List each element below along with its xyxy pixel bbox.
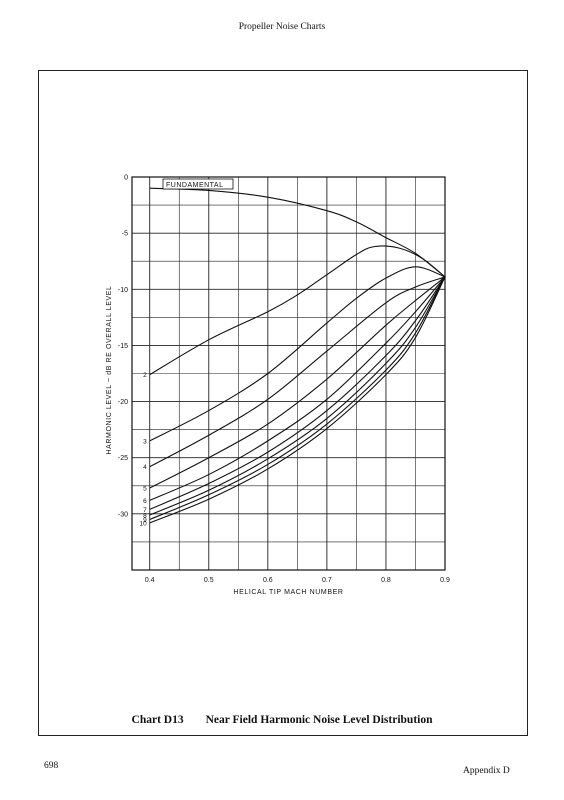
series-line-10 xyxy=(149,276,446,524)
series-label: FUNDAMENTAL xyxy=(166,182,223,189)
fundamental-label-box xyxy=(162,178,234,190)
series-label: 10 xyxy=(139,520,147,527)
series-line-2 xyxy=(149,245,446,376)
figure-caption: Chart D13 Near Field Harmonic Noise Level… xyxy=(0,714,564,726)
x-tick-label: 0.9 xyxy=(440,577,450,584)
x-tick-label: 0.8 xyxy=(381,577,391,584)
x-tick-labels: 0.4 0.5 0.6 0.7 0.8 0.9 xyxy=(145,577,450,584)
y-tick-label: -10 xyxy=(118,287,128,294)
y-tick-label: -15 xyxy=(118,343,128,350)
x-axis-label: HELICAL TIP MACH NUMBER xyxy=(233,589,343,596)
y-tick-label: -20 xyxy=(118,399,128,406)
series-label: 5 xyxy=(143,486,147,493)
series-label: 3 xyxy=(143,438,147,445)
series-label: 6 xyxy=(143,498,147,505)
series-lines xyxy=(149,187,446,524)
caption-title: Near Field Harmonic Noise Level Distribu… xyxy=(205,714,433,726)
series-label: 7 xyxy=(143,507,147,514)
caption-label: Chart D13 xyxy=(131,714,184,726)
series-line-7 xyxy=(149,276,446,510)
appendix-label: Appendix D xyxy=(463,766,510,776)
y-tick-labels: 0 -5 -10 -15 -20 -25 -30 xyxy=(118,175,128,519)
series-label: 9 xyxy=(143,517,147,524)
chart-frame xyxy=(38,70,528,736)
y-tick-label: -5 xyxy=(122,231,128,238)
y-tick-label: -25 xyxy=(118,455,128,462)
series-label: 2 xyxy=(143,372,147,379)
x-tick-label: 0.6 xyxy=(263,577,273,584)
series-line-4 xyxy=(149,276,446,468)
y-tick-label: -30 xyxy=(118,511,128,518)
series-line-9 xyxy=(149,276,446,520)
page-number: 698 xyxy=(44,761,59,771)
x-tick-label: 0.7 xyxy=(322,577,332,584)
x-tick-label: 0.4 xyxy=(145,577,155,584)
y-axis-label: HARMONIC LEVEL ~ dB RE OVERALL LEVEL xyxy=(106,285,113,454)
series-label: 8 xyxy=(143,512,147,519)
y-tick-label: 0 xyxy=(124,175,128,182)
series-line-8 xyxy=(149,276,446,516)
series-line-6 xyxy=(149,276,446,501)
x-tick-label: 0.5 xyxy=(204,577,214,584)
series-line-5 xyxy=(149,276,446,489)
plot-border xyxy=(131,176,446,571)
series-line-3 xyxy=(149,266,446,442)
series-label: 4 xyxy=(143,464,147,471)
running-head: Propeller Noise Charts xyxy=(238,22,326,32)
series-line-fundamental xyxy=(149,187,446,278)
